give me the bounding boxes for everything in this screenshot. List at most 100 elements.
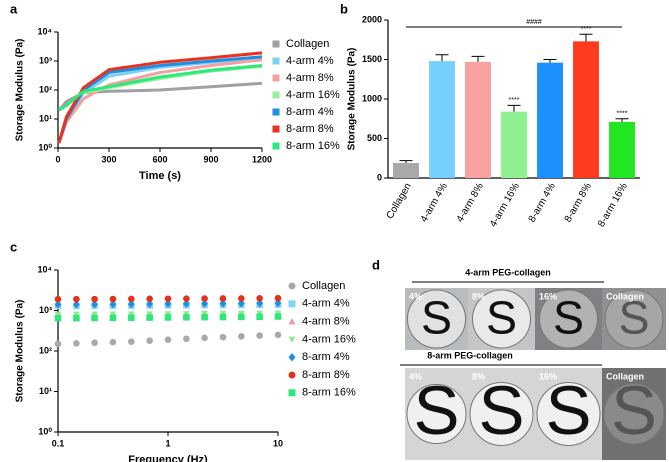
legend-marker xyxy=(288,300,296,308)
y-tick-label: 10¹ xyxy=(39,386,52,396)
legend-label: 8-arm 16% xyxy=(302,387,356,399)
bar xyxy=(465,61,491,179)
point xyxy=(219,299,227,308)
point xyxy=(91,339,98,347)
sample-disc xyxy=(603,383,665,445)
point xyxy=(274,299,282,308)
series-line xyxy=(58,64,263,112)
sample-label: Collagen xyxy=(606,371,644,381)
x-tick-label: 600 xyxy=(152,154,167,164)
panel-label: a xyxy=(10,1,18,16)
y-tick-label: 10³ xyxy=(39,55,52,65)
error-bar xyxy=(399,160,413,163)
error-bar xyxy=(435,54,449,62)
point xyxy=(54,311,62,318)
point xyxy=(274,294,282,302)
x-tick-label: 0.1 xyxy=(52,438,65,448)
group-title: 4-arm PEG-collagen xyxy=(465,267,551,277)
point xyxy=(238,299,245,308)
group-title: 8-arm PEG-collagen xyxy=(427,350,513,360)
legend-marker xyxy=(288,336,296,343)
y-axis-label: Storage Modulus (Pa) xyxy=(347,48,358,151)
sample-letter: S xyxy=(553,291,584,343)
sample-letter: S xyxy=(413,372,459,449)
sample-disc xyxy=(406,384,467,444)
panel-label: b xyxy=(340,1,348,16)
point xyxy=(91,295,98,303)
sample-letter: S xyxy=(618,291,649,343)
point xyxy=(128,314,135,321)
legend-label: 8-arm 16% xyxy=(286,140,340,152)
sample-letter: S xyxy=(611,372,657,449)
sample-disc xyxy=(604,289,664,349)
significance-label: **** xyxy=(617,111,628,118)
point xyxy=(146,295,153,303)
y-tick-label: 0 xyxy=(377,172,382,182)
y-tick-label: 10⁴ xyxy=(38,264,52,274)
sample-label: 16% xyxy=(539,291,557,301)
point xyxy=(109,300,117,309)
sample-letter: S xyxy=(478,372,524,449)
x-tick-label: 10 xyxy=(273,438,283,448)
x-tick-label: 8-arm 16% xyxy=(596,181,630,229)
point xyxy=(54,314,62,322)
legend-label: 4-arm 8% xyxy=(302,316,350,328)
point xyxy=(73,300,80,309)
sample-label: 8% xyxy=(472,371,485,381)
point xyxy=(54,300,62,309)
point xyxy=(274,331,282,339)
bracket-label: #### xyxy=(526,19,542,26)
point xyxy=(201,313,208,321)
sample-label: 4% xyxy=(409,291,422,301)
point xyxy=(183,295,190,302)
point xyxy=(256,313,263,321)
sample-disc xyxy=(469,382,534,446)
y-tick-label: 10¹ xyxy=(39,113,52,123)
error-bar xyxy=(507,104,521,112)
point xyxy=(201,295,208,302)
bar xyxy=(537,62,563,178)
x-tick-label: 900 xyxy=(203,154,218,164)
legend-label: Collagen xyxy=(302,280,345,292)
y-tick-label: 1500 xyxy=(362,54,382,64)
legend-label: 8-arm 8% xyxy=(302,369,350,381)
sample-disc xyxy=(536,382,601,446)
y-tick-label: 1000 xyxy=(362,93,382,103)
legend-label: 8-arm 4% xyxy=(302,351,350,363)
legend-marker xyxy=(272,125,280,133)
x-tick-label: 4-arm 4% xyxy=(419,181,450,224)
x-tick-label: 4-arm 16% xyxy=(488,181,522,229)
legend-label: 8-arm 4% xyxy=(286,106,334,118)
point xyxy=(109,295,117,303)
y-tick-label: 2000 xyxy=(362,14,382,24)
point xyxy=(73,295,80,303)
x-axis-label: Time (s) xyxy=(139,170,181,182)
series-line xyxy=(57,81,263,112)
bar xyxy=(393,162,419,178)
point xyxy=(73,339,80,347)
legend-marker xyxy=(272,57,280,65)
legend-label: 8-arm 8% xyxy=(286,123,334,135)
legend-label: 4-arm 16% xyxy=(286,89,340,101)
y-tick-label: 10² xyxy=(39,345,52,355)
y-tick-label: 10⁰ xyxy=(38,426,52,436)
legend-marker xyxy=(272,91,280,99)
sample-letter: S xyxy=(486,291,517,343)
point xyxy=(256,332,263,339)
panel-label: c xyxy=(10,239,17,254)
point xyxy=(146,314,153,321)
legend-marker xyxy=(272,40,280,48)
sample-disc xyxy=(472,289,531,349)
point xyxy=(256,299,263,308)
x-tick-label: 8-arm 8% xyxy=(563,181,594,224)
legend-marker xyxy=(272,74,280,82)
point xyxy=(219,295,227,302)
point xyxy=(109,338,117,346)
bar xyxy=(609,121,635,178)
error-bar xyxy=(579,33,593,42)
legend-marker xyxy=(288,282,296,290)
x-tick-label: Collagen xyxy=(385,181,414,221)
bar xyxy=(501,111,527,178)
sample-letter: S xyxy=(421,291,452,343)
